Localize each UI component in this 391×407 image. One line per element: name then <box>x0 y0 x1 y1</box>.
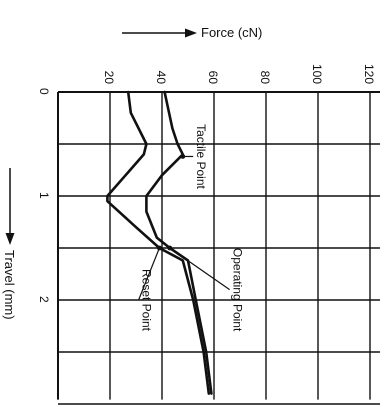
force-axis-title: Force (cN) <box>201 25 262 40</box>
grid-lines <box>57 91 380 405</box>
force-axis-arrow-head <box>185 28 197 38</box>
travel-axis-title: Travel (mm) <box>2 250 17 320</box>
force-tick-label: 60 <box>206 71 220 85</box>
travel-axis-arrow-head <box>5 233 15 245</box>
travel-axis-title-group: Travel (mm) <box>2 168 17 320</box>
tick-labels: 20 40 60 80 100 120 0 1 2 <box>37 64 376 303</box>
travel-tick-label: 1 <box>37 192 51 199</box>
annotation-marker <box>180 154 186 159</box>
force-tick-label: 40 <box>154 71 168 85</box>
annotation-leader <box>138 247 160 301</box>
force-tick-label: 80 <box>258 71 272 85</box>
annotation-label: Tactile Point <box>194 124 208 189</box>
series-line-1 <box>145 90 213 395</box>
travel-tick-label: 0 <box>37 88 51 95</box>
force-tick-label: 100 <box>310 64 324 84</box>
travel-tick-label: 2 <box>37 296 51 303</box>
force-tick-label: 20 <box>102 71 116 85</box>
annotation-marker <box>157 245 162 251</box>
series-line-2 <box>106 90 211 395</box>
force-tick-label: 120 <box>362 64 376 84</box>
annotation-label: Reset Point <box>140 269 154 332</box>
annotation-leader <box>169 247 230 291</box>
force-axis-title-group: Force (cN) <box>122 25 262 40</box>
annotation-marker <box>167 245 173 251</box>
annotations: Tactile Point Operating Point Reset Point <box>138 124 245 332</box>
series-lines <box>106 90 213 395</box>
annotation-label: Operating Point <box>231 248 245 332</box>
